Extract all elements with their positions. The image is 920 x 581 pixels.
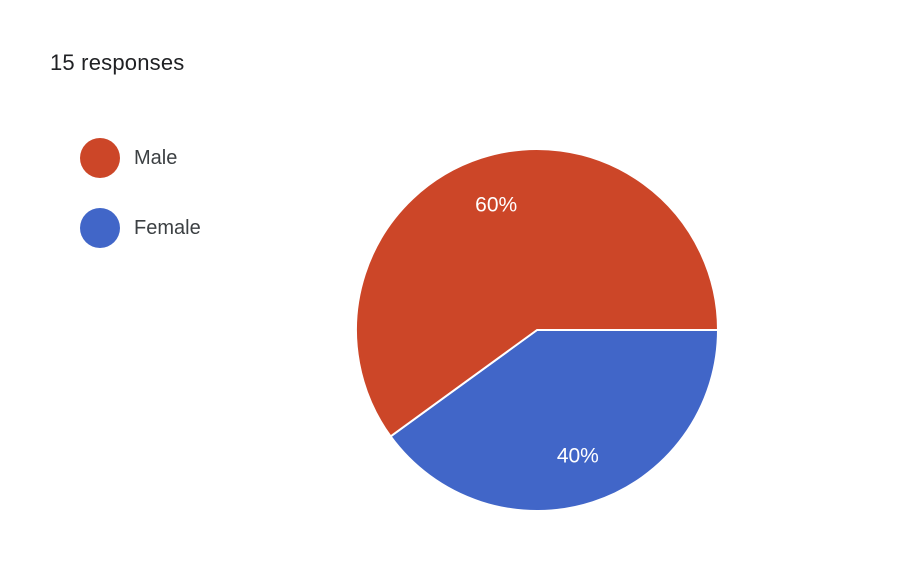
legend-item-female[interactable]: Female <box>80 208 201 248</box>
legend-label-male: Male <box>134 146 178 169</box>
slice-female[interactable] <box>389 329 720 512</box>
legend-item-male[interactable]: Male <box>80 138 201 178</box>
legend-label-female: Female <box>134 216 201 239</box>
chart-legend: Male Female <box>80 138 201 278</box>
slice-label-male: 60% <box>475 193 517 216</box>
legend-swatch-male <box>80 138 120 178</box>
legend-swatch-female <box>80 208 120 248</box>
slice-label-female: 40% <box>557 445 599 468</box>
slice-male[interactable] <box>355 148 720 438</box>
responses-count: 15 responses <box>50 50 185 75</box>
